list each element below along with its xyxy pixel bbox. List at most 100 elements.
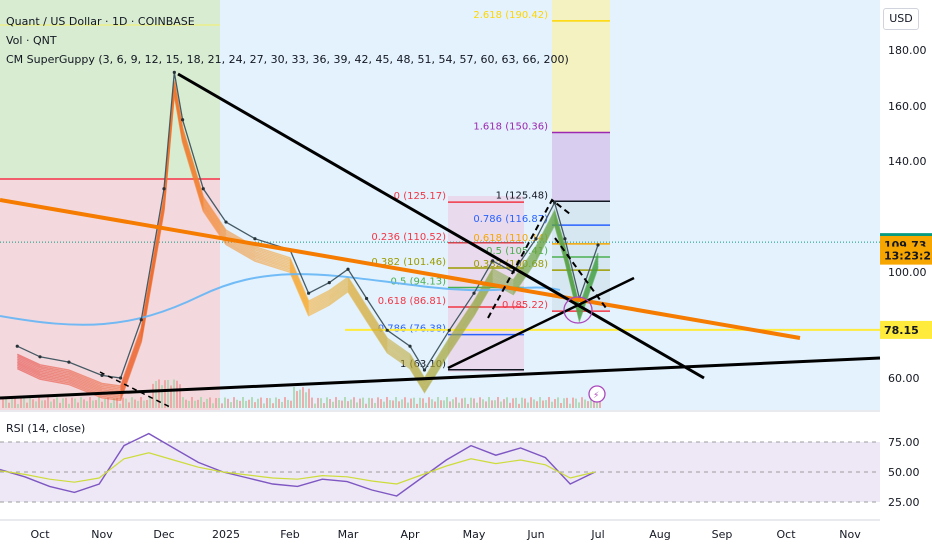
volume-bar xyxy=(386,397,388,408)
volume-bar xyxy=(149,397,151,408)
volume-bar xyxy=(197,399,199,408)
price-point xyxy=(172,70,176,74)
volume-bar xyxy=(17,403,19,408)
volume-bar xyxy=(209,397,211,408)
volume-bar xyxy=(557,397,559,408)
fib-zone-purple xyxy=(552,132,610,202)
volume-bar xyxy=(497,397,499,408)
time-tick-label: Oct xyxy=(776,528,796,541)
volume-bar xyxy=(440,400,442,408)
currency-button[interactable]: USD xyxy=(883,8,919,30)
volume-bar xyxy=(293,387,295,408)
price-tick-label: 180.00 xyxy=(888,44,927,57)
time-tick-label: Mar xyxy=(338,528,359,541)
price-point xyxy=(224,220,228,224)
time-tick-label: Dec xyxy=(153,528,174,541)
volume-bar xyxy=(572,397,574,408)
fib-right-label: 1.618 (150.36) xyxy=(473,122,548,133)
fib-left-label: 0.236 (110.52) xyxy=(371,232,446,243)
price-point xyxy=(447,328,451,332)
volume-bar xyxy=(560,402,562,408)
volume-bar xyxy=(68,403,70,408)
time-tick-label: 2025 xyxy=(212,528,240,541)
volume-bar xyxy=(230,402,232,408)
volume-bar xyxy=(245,400,247,408)
volume-bar xyxy=(116,397,118,408)
volume-bar xyxy=(128,402,130,408)
volume-bar xyxy=(11,398,13,408)
volume-bar xyxy=(137,401,139,408)
fib-right-label: 0.618 (110.14) xyxy=(473,233,548,244)
volume-bar xyxy=(299,389,301,408)
time-tick-label: Apr xyxy=(400,528,420,541)
guppy-indicator-label[interactable]: CM SuperGuppy (3, 6, 9, 12, 15, 18, 21, … xyxy=(6,53,569,66)
volume-bar xyxy=(146,399,148,408)
volume-bar xyxy=(482,399,484,408)
volume-bar xyxy=(155,380,157,408)
price-tag-label: 78.15 xyxy=(884,324,919,337)
volume-bar xyxy=(200,397,202,408)
price-point xyxy=(139,318,143,322)
ema-200-line xyxy=(0,273,561,326)
fib-left-label: 1 (63.10) xyxy=(400,359,446,370)
volume-indicator-label[interactable]: Vol · QNT xyxy=(6,34,57,47)
volume-bar xyxy=(266,397,268,408)
volume-bar xyxy=(83,399,85,408)
volume-bar xyxy=(20,397,22,408)
volume-bar xyxy=(290,400,292,408)
volume-bar xyxy=(65,397,67,408)
volume-bar xyxy=(434,401,436,408)
volume-bar xyxy=(578,402,580,408)
time-tick-label: Aug xyxy=(649,528,670,541)
price-tick-label: 140.00 xyxy=(888,155,927,168)
volume-bar xyxy=(524,398,526,408)
rsi-ma-line xyxy=(0,452,596,485)
dashed-pattern xyxy=(487,198,607,319)
volume-bar xyxy=(467,403,469,408)
volume-bar xyxy=(227,398,229,408)
volume-bar xyxy=(194,400,196,408)
volume-bar xyxy=(506,397,508,408)
volume-bar xyxy=(161,385,163,408)
volume-bar xyxy=(215,398,217,408)
volume-bar xyxy=(464,397,466,408)
volume-bar xyxy=(164,380,166,408)
volume-bar xyxy=(104,399,106,408)
volume-bar xyxy=(5,397,7,408)
volume-bar xyxy=(80,397,82,408)
symbol-title[interactable]: Quant / US Dollar · 1D · COINBASE xyxy=(6,15,195,28)
volume-bar xyxy=(449,401,451,408)
volume-bar xyxy=(500,401,502,408)
volume-bar xyxy=(323,403,325,408)
price-point xyxy=(15,344,19,348)
price-point xyxy=(67,360,71,364)
volume-bar xyxy=(533,399,535,408)
volume-bar xyxy=(14,397,16,408)
volume-bar xyxy=(272,403,274,408)
volume-bar xyxy=(248,399,250,408)
volume-bar xyxy=(212,403,214,408)
volume-bar xyxy=(236,399,238,408)
volume-bar xyxy=(173,379,175,408)
price-point xyxy=(365,296,369,301)
volume-bar xyxy=(599,397,601,408)
volume-bar xyxy=(278,398,280,408)
volume-bar xyxy=(407,402,409,408)
volume-bar xyxy=(566,397,568,408)
volume-bar xyxy=(380,399,382,408)
volume-bar xyxy=(176,380,178,408)
price-point xyxy=(408,344,412,348)
volume-bar xyxy=(23,398,25,408)
volume-bar xyxy=(263,403,265,408)
volume-bar xyxy=(470,397,472,408)
volume-bar xyxy=(377,397,379,408)
volume-bar xyxy=(314,403,316,408)
volume-bar xyxy=(71,397,73,408)
volume-bar xyxy=(122,397,124,408)
volume-bar xyxy=(338,400,340,408)
volume-bar xyxy=(359,398,361,408)
volume-bar xyxy=(392,400,394,408)
